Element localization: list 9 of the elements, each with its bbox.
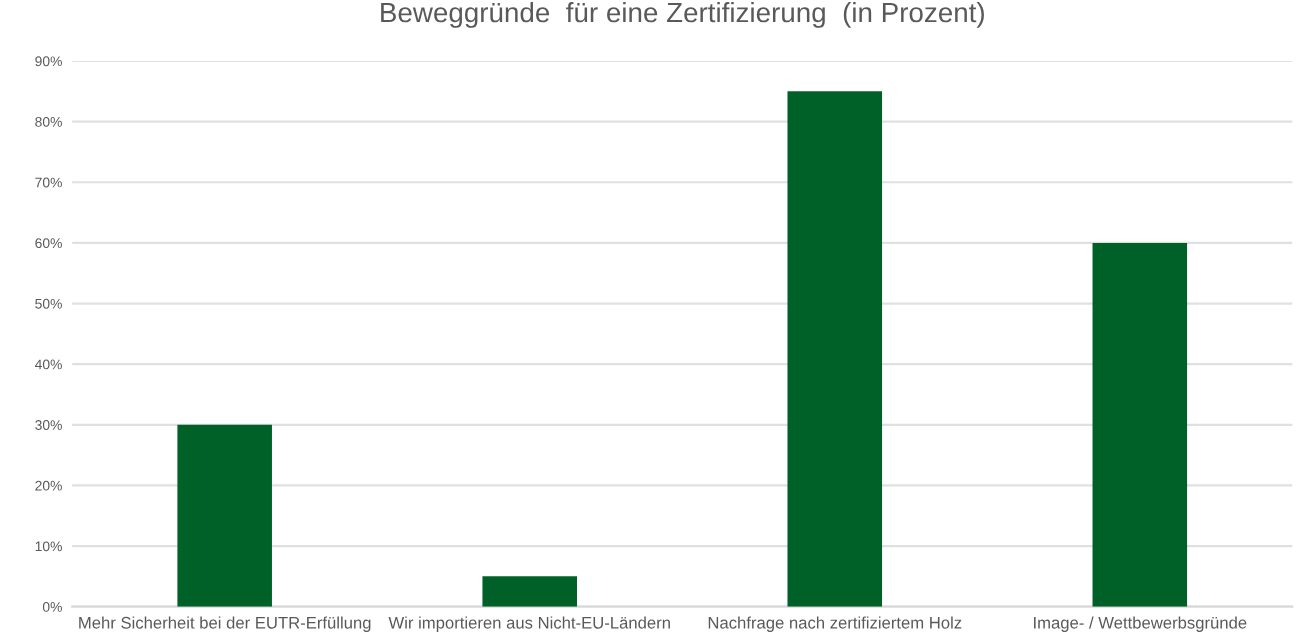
x-tick-label: Mehr Sicherheit bei der EUTR-Erfüllung [79,616,371,632]
bar [1092,242,1188,607]
x-tick-label: Wir importieren aus Nicht-EU-Ländern [388,616,670,632]
chart-title: Beweggründe für eine Zertifizierung (in Prozent) [381,1,984,28]
x-tick-label: Image- / Wettbewerbsgründe [1034,616,1247,632]
bar [177,424,272,607]
x-tick-label: Nachfrage nach zertifiziertem Holz [708,616,962,632]
bar [482,576,577,607]
bar [787,91,883,607]
